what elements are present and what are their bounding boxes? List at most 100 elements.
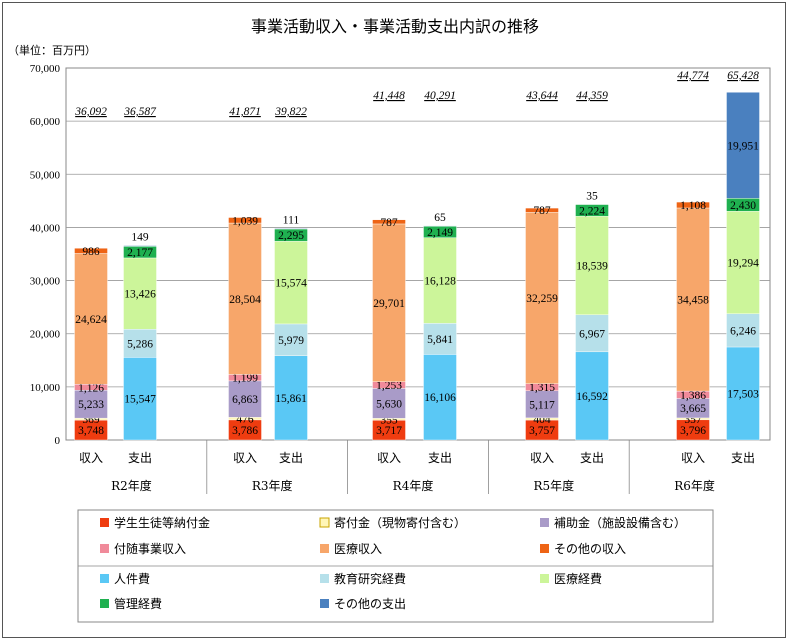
category-label: 支出	[580, 451, 604, 465]
category-label: 収入	[530, 451, 554, 465]
legend-swatch	[540, 544, 549, 553]
income-bar-segment	[372, 388, 406, 419]
legend-label: 寄付金（現物寄付含む）	[334, 515, 466, 530]
income-segment-label: 6,863	[232, 394, 258, 406]
expense-segment-label: 2,224	[579, 205, 605, 217]
unit-label: （単位：百万円）	[8, 43, 96, 57]
expense-bar-segment	[423, 354, 457, 441]
y-tick-label: 20,000	[30, 329, 61, 341]
legend-swatch	[320, 574, 329, 583]
legend-label: 医療経費	[554, 571, 602, 586]
expense-segment-label: 18,539	[576, 261, 608, 273]
expense-segment-label: 16,592	[576, 391, 608, 403]
y-tick-label: 10,000	[30, 382, 61, 394]
legend-swatch	[100, 574, 109, 583]
income-bar-segment	[676, 207, 710, 392]
category-label: 支出	[128, 451, 152, 465]
income-segment-label: 1,126	[78, 382, 104, 394]
income-segment-label: 1,039	[232, 215, 258, 227]
expense-segment-label: 16,128	[424, 276, 456, 288]
category-label: 収入	[233, 451, 257, 465]
year-label: R6年度	[674, 478, 715, 493]
expense-segment-label: 19,294	[727, 258, 759, 270]
expense-segment-label: 15,861	[275, 393, 307, 405]
income-segment-label: 1,108	[680, 200, 706, 212]
expense-segment-label: 2,295	[278, 230, 304, 242]
expense-bar-segment	[423, 237, 457, 324]
income-bar-segment	[525, 390, 559, 419]
expense-segment-label: 6,967	[579, 328, 605, 340]
income-segment-label: 3,796	[680, 425, 706, 437]
expense-segment-label: 13,426	[124, 289, 156, 301]
expense-bar-segment	[274, 228, 308, 230]
income-segment-label: 1,315	[529, 382, 555, 394]
income-total-label: 41,448	[373, 90, 405, 102]
expense-segment-label: 16,106	[424, 392, 456, 404]
y-tick-label: 60,000	[30, 116, 61, 128]
income-segment-label: 3,748	[78, 425, 104, 437]
legend-label: 教育研究経費	[334, 571, 406, 586]
income-segment-label: 28,504	[229, 294, 261, 306]
year-label: R3年度	[252, 478, 293, 493]
legend-swatch	[319, 517, 330, 528]
expense-segment-label: 2,430	[730, 200, 756, 212]
expense-bar-segment	[123, 245, 157, 247]
y-tick-label: 50,000	[30, 169, 61, 181]
income-bar-segment	[228, 217, 262, 224]
income-bar-segment	[372, 223, 406, 382]
income-total-label: 36,092	[74, 106, 107, 118]
expense-segment-label: 2,177	[127, 247, 153, 259]
income-bar-segment	[74, 248, 108, 254]
expense-bar-segment	[123, 357, 157, 441]
expense-segment-label: 19,951	[727, 140, 759, 152]
expense-segment-label: 2,149	[427, 227, 453, 239]
income-segment-label: 1,199	[232, 373, 258, 385]
expense-bar-segment	[575, 314, 609, 353]
expense-total-label: 40,291	[424, 90, 456, 102]
expense-segment-label: 17,503	[727, 388, 759, 400]
y-tick-label: 70,000	[30, 63, 61, 75]
y-tick-label: 30,000	[30, 276, 61, 288]
y-tick-label: 0	[55, 435, 61, 447]
legend-label: その他の収入	[554, 542, 626, 556]
expense-bar-segment	[575, 351, 609, 441]
income-segment-label: 5,117	[529, 399, 555, 411]
income-segment-label: 3,757	[529, 425, 555, 437]
legend-label: 補助金（施設設備含む）	[554, 515, 686, 530]
expense-segment-label: 5,979	[278, 335, 304, 347]
legend-swatch	[540, 518, 549, 527]
legend-swatch	[540, 574, 549, 583]
income-bar-segment	[74, 390, 108, 419]
legend-label: 管理経費	[114, 596, 162, 611]
expense-bar-segment	[274, 355, 308, 441]
legend-swatch	[100, 518, 109, 527]
income-segment-label: 34,458	[677, 295, 709, 307]
expense-segment-label: 15,574	[275, 278, 307, 290]
legend-swatch	[320, 599, 329, 608]
expense-bar-segment	[726, 211, 760, 314]
expense-segment-label: 35	[586, 190, 598, 202]
income-total-label: 43,644	[526, 90, 558, 102]
income-bar-segment	[525, 207, 559, 213]
expense-segment-label: 15,547	[124, 394, 156, 406]
income-segment-label: 5,233	[78, 399, 104, 411]
year-label: R4年度	[393, 478, 434, 493]
expense-bar-segment	[274, 323, 308, 356]
legend-label: 学生生徒等納付金	[114, 515, 210, 530]
income-total-label: 44,774	[677, 70, 709, 82]
expense-bar-segment	[575, 216, 609, 316]
y-tick-label: 40,000	[30, 222, 61, 234]
expense-bar-segment	[726, 313, 760, 348]
income-segment-label: 3,786	[232, 425, 258, 437]
expense-total-label: 65,428	[727, 70, 759, 82]
year-label: R5年度	[533, 478, 574, 493]
income-segment-label: 32,259	[526, 293, 558, 305]
expense-segment-label: 65	[434, 212, 446, 224]
chart-title: 事業活動収入・事業活動支出内訳の推移	[251, 17, 539, 36]
income-segment-label: 787	[380, 217, 398, 229]
legend-swatch	[100, 599, 109, 608]
income-segment-label: 29,701	[373, 298, 405, 310]
income-segment-label: 24,624	[75, 314, 107, 326]
expense-segment-label: 5,841	[427, 334, 453, 346]
